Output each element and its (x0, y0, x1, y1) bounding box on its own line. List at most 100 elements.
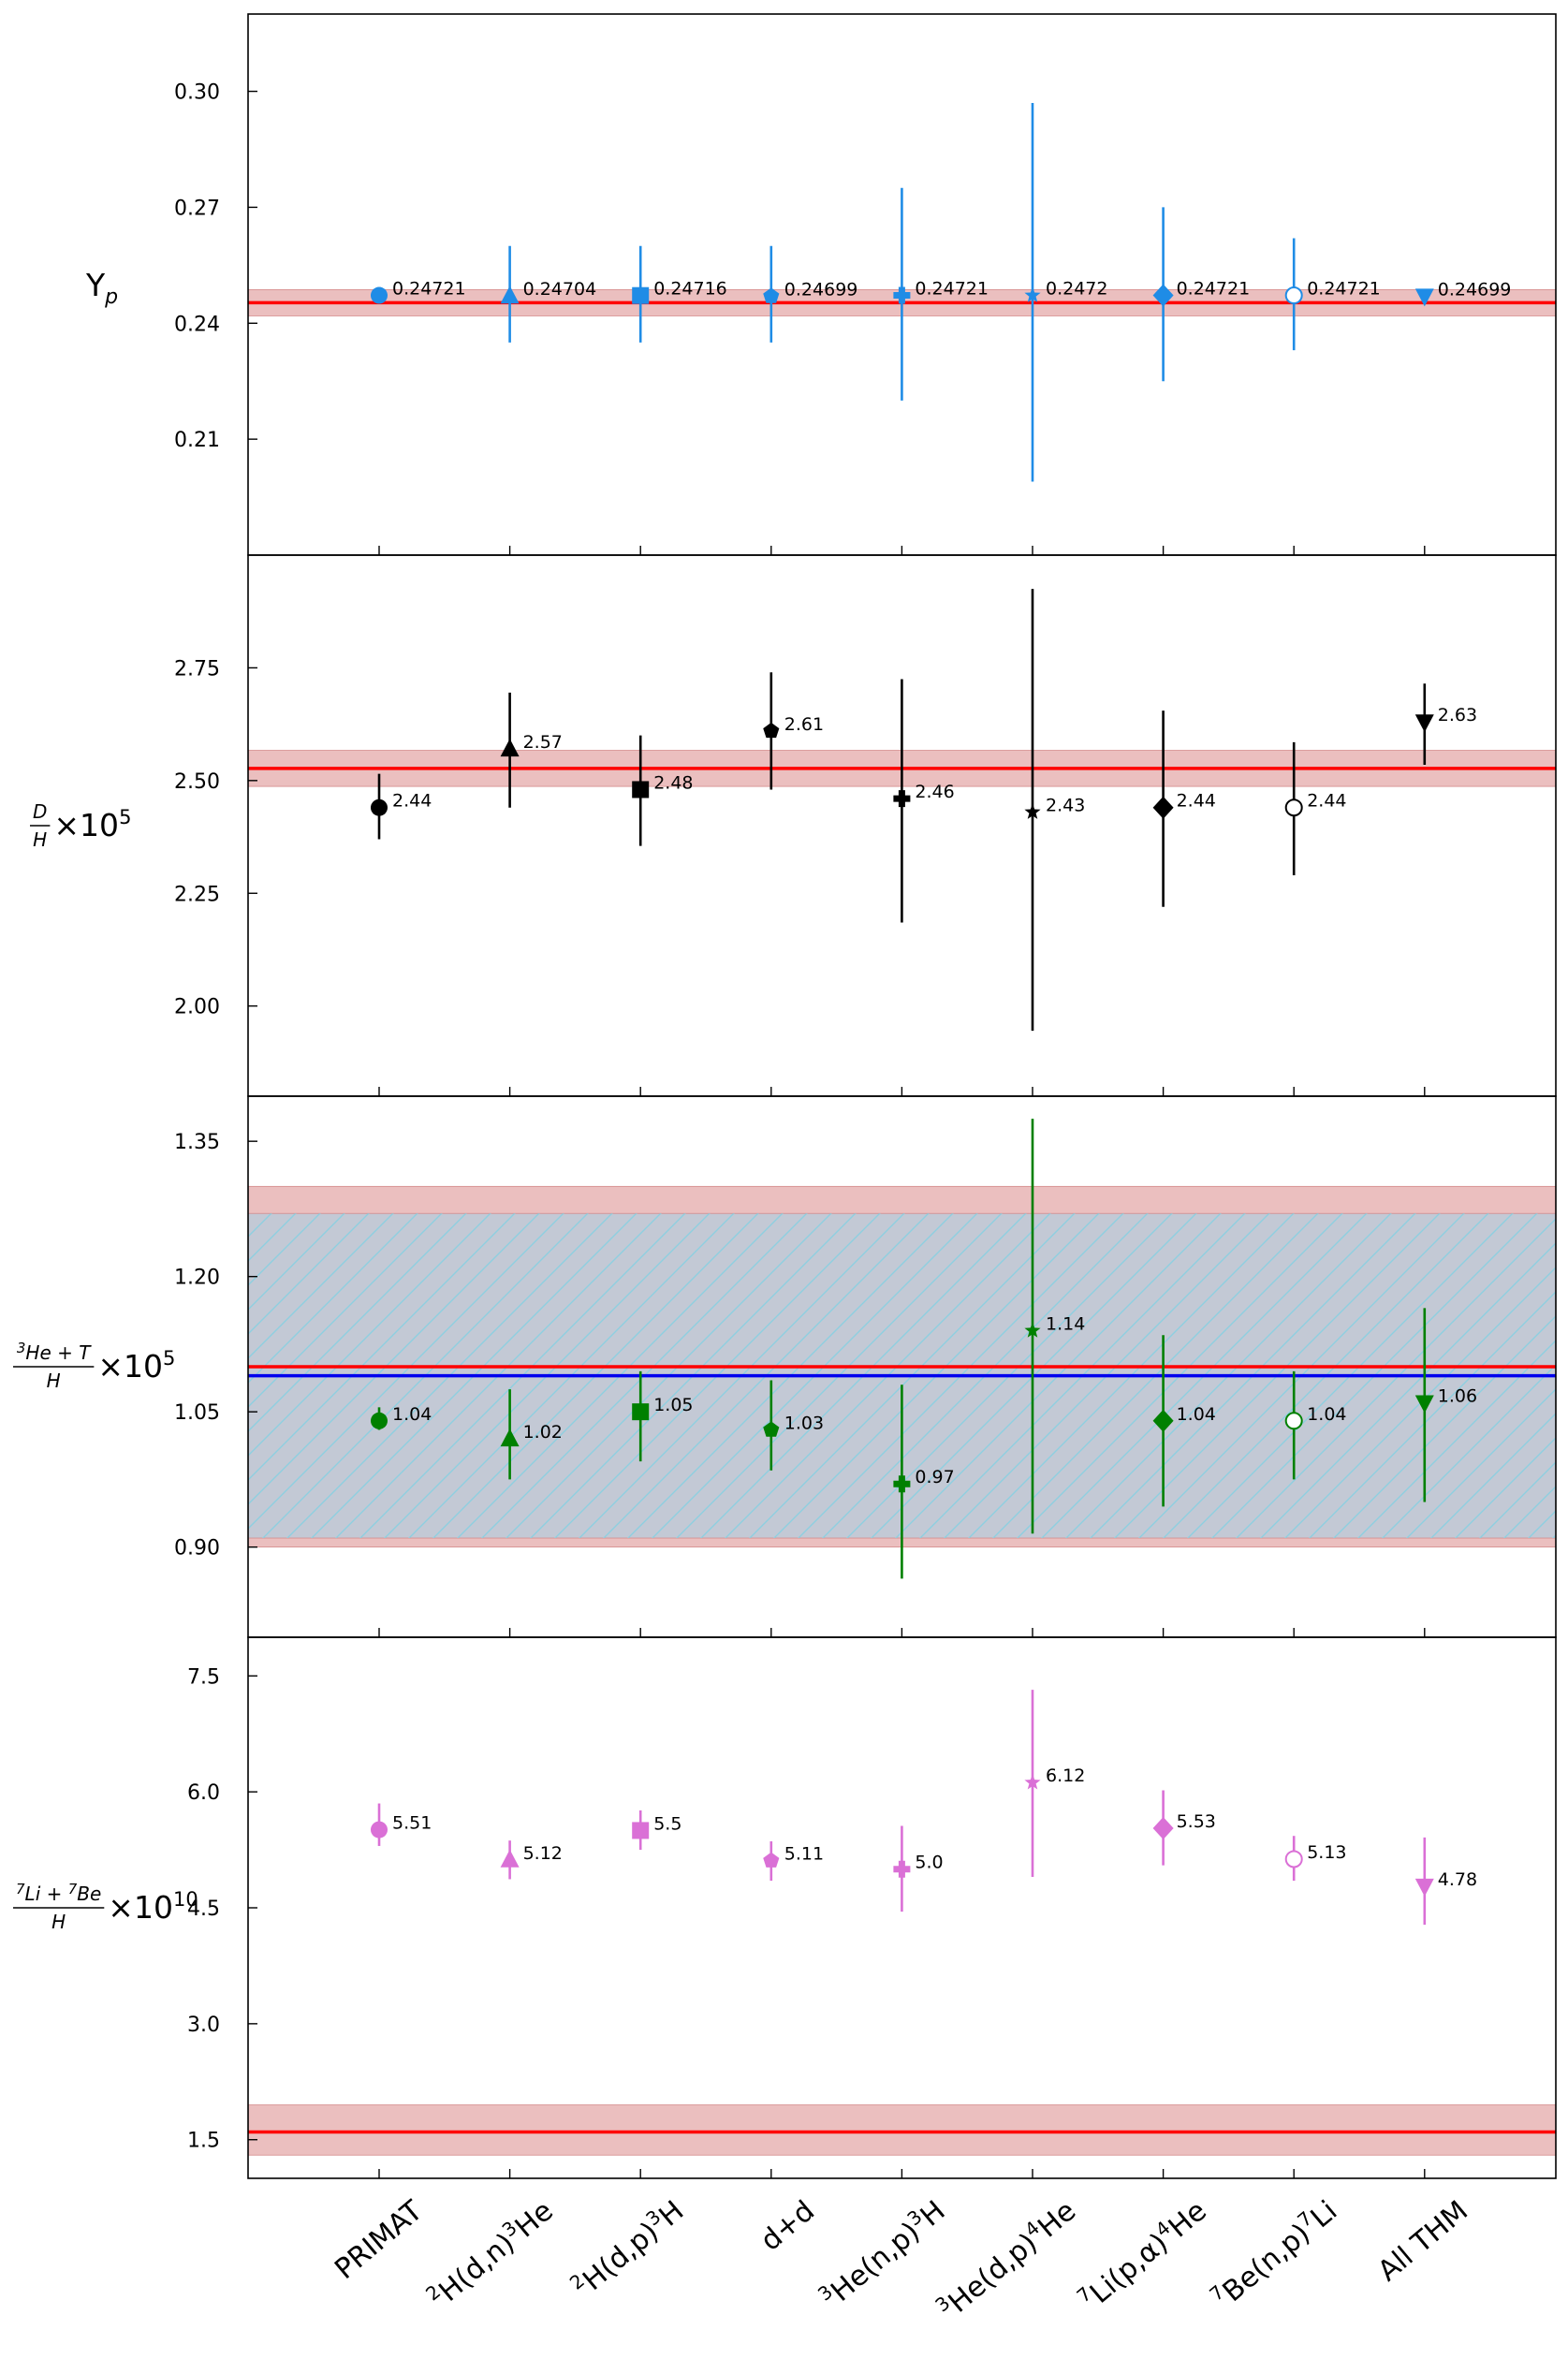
data-label: 4.78 (1438, 1869, 1477, 1890)
y-tick-label: 7.5 (187, 1665, 220, 1689)
y-tick-label: 0.30 (174, 81, 220, 105)
data-point (1152, 1409, 1174, 1432)
y-tick-label: 1.5 (187, 2130, 220, 2153)
data-point (763, 722, 780, 739)
data-label: 5.13 (1307, 1842, 1346, 1863)
data-label: 0.24699 (784, 279, 858, 300)
data-label: 2.44 (1177, 791, 1216, 812)
data-label: 1.06 (1438, 1386, 1477, 1407)
chart-panel-2: 2.44 2.57 2.48 2.61 2.46 2.43 2.44 2.44 2.63 2.00… (30, 554, 1557, 1097)
svg-text:7Li + 7Be: 7Li + 7Be (16, 1881, 101, 1905)
y-tick-label: 1.20 (174, 1267, 220, 1290)
data-point (893, 1475, 911, 1493)
data-point (500, 286, 520, 304)
data-label: 2.43 (1046, 796, 1085, 816)
y-tick-label: 0.21 (174, 429, 220, 452)
data-point (371, 286, 388, 304)
data-point (893, 1860, 911, 1878)
data-label: 5.5 (653, 1813, 681, 1834)
data-label: 2.57 (523, 732, 563, 753)
data-label: 5.12 (523, 1843, 563, 1864)
y-tick-label: 2.50 (174, 770, 220, 794)
data-label: 2.44 (392, 791, 432, 812)
data-point (763, 1852, 780, 1868)
svg-text:Yp: Yp (85, 267, 118, 309)
y-tick-label: 1.35 (174, 1131, 220, 1154)
data-label: 1.03 (784, 1413, 824, 1433)
data-label: 2.48 (653, 772, 693, 793)
y-tick-label: 0.90 (174, 1537, 220, 1560)
y-axis-label: 3He + T H ×105 (13, 1340, 175, 1392)
data-point (1152, 1816, 1174, 1839)
data-point (1152, 284, 1174, 307)
data-label: 2.63 (1438, 705, 1477, 725)
x-category-label: 2H(d,p)3H (565, 2191, 691, 2305)
svg-text:D: D (33, 800, 47, 823)
data-point (371, 1821, 388, 1839)
data-label: 0.24721 (1307, 279, 1381, 300)
data-point (1414, 1395, 1434, 1414)
x-category-label: 3He(n,p)3H (813, 2191, 952, 2316)
x-category-label: 2H(d,n)3He (421, 2191, 560, 2316)
data-label: 5.53 (1177, 1811, 1216, 1832)
data-point (1024, 286, 1041, 302)
chart-panel-3: 1.04 1.02 1.05 1.03 0.97 1.14 1.04 1.04 1.06 0.90… (13, 1095, 1557, 1638)
y-tick-label: 2.75 (174, 657, 220, 681)
y-tick-label: 0.27 (174, 197, 220, 220)
svg-text:H: H (51, 1911, 66, 1933)
data-point (1414, 288, 1434, 307)
x-category-label: 3He(d,p)4He (931, 2191, 1082, 2327)
x-category-label: 7Be(n,p)7Li (1205, 2191, 1343, 2316)
data-point (500, 1849, 520, 1868)
plot-area (248, 1690, 1556, 2156)
plot-area (248, 589, 1556, 1032)
data-point (1414, 1878, 1434, 1897)
data-label: 0.24721 (1177, 279, 1251, 300)
svg-text:×105: ×105 (53, 806, 131, 843)
data-point (1284, 799, 1303, 817)
svg-text:H: H (33, 828, 47, 851)
data-point (371, 1412, 388, 1429)
data-label: 1.04 (1307, 1404, 1346, 1425)
data-label: 5.51 (392, 1813, 432, 1834)
data-label: 0.24699 (1438, 279, 1512, 300)
y-tick-label: 2.25 (174, 883, 220, 906)
data-label: 5.11 (784, 1844, 824, 1865)
x-category-label: All THM (1371, 2194, 1473, 2288)
data-point (1024, 1774, 1041, 1790)
x-category-label: 7Li(p,α)4He (1073, 2191, 1213, 2318)
y-axis-label: Yp (85, 267, 118, 309)
data-label: 2.44 (1307, 791, 1346, 812)
chart-panel-4: 5.51 5.12 5.5 5.11 5.0 6.12 5.53 5.13 4.78 1.5 3.0… (13, 1636, 1557, 2179)
data-point (1024, 803, 1041, 819)
y-tick-label: 3.0 (187, 2014, 220, 2037)
data-point (1284, 1412, 1303, 1430)
data-point (893, 790, 911, 808)
y-axis-label: 7Li + 7Be H ×1010 (13, 1881, 198, 1933)
data-point (371, 799, 388, 816)
y-tick-label: 4.5 (187, 1897, 220, 1921)
data-point (500, 1429, 520, 1447)
data-label: 0.24721 (915, 279, 989, 300)
data-point (632, 1403, 650, 1421)
data-label: 1.04 (392, 1404, 432, 1425)
x-category-label: PRIMAT (329, 2194, 429, 2286)
data-point (763, 287, 780, 303)
data-point (1284, 1850, 1303, 1868)
y-tick-label: 0.24 (174, 313, 220, 336)
y-tick-label: 6.0 (187, 1781, 220, 1805)
svg-text:H: H (47, 1370, 61, 1392)
data-label: 0.24716 (653, 279, 727, 300)
svg-text:×105: ×105 (97, 1347, 175, 1385)
svg-text:×1010: ×1010 (108, 1888, 198, 1926)
data-point (1414, 714, 1434, 733)
y-tick-label: 1.05 (174, 1401, 220, 1425)
data-label: 1.14 (1046, 1313, 1085, 1334)
data-label: 0.2472 (1046, 279, 1107, 300)
data-point (632, 1822, 650, 1839)
svg-text:3He + T: 3He + T (17, 1340, 92, 1364)
plot-area (248, 1119, 1556, 1579)
data-label: 1.05 (653, 1395, 693, 1415)
data-label: 2.61 (784, 714, 824, 735)
